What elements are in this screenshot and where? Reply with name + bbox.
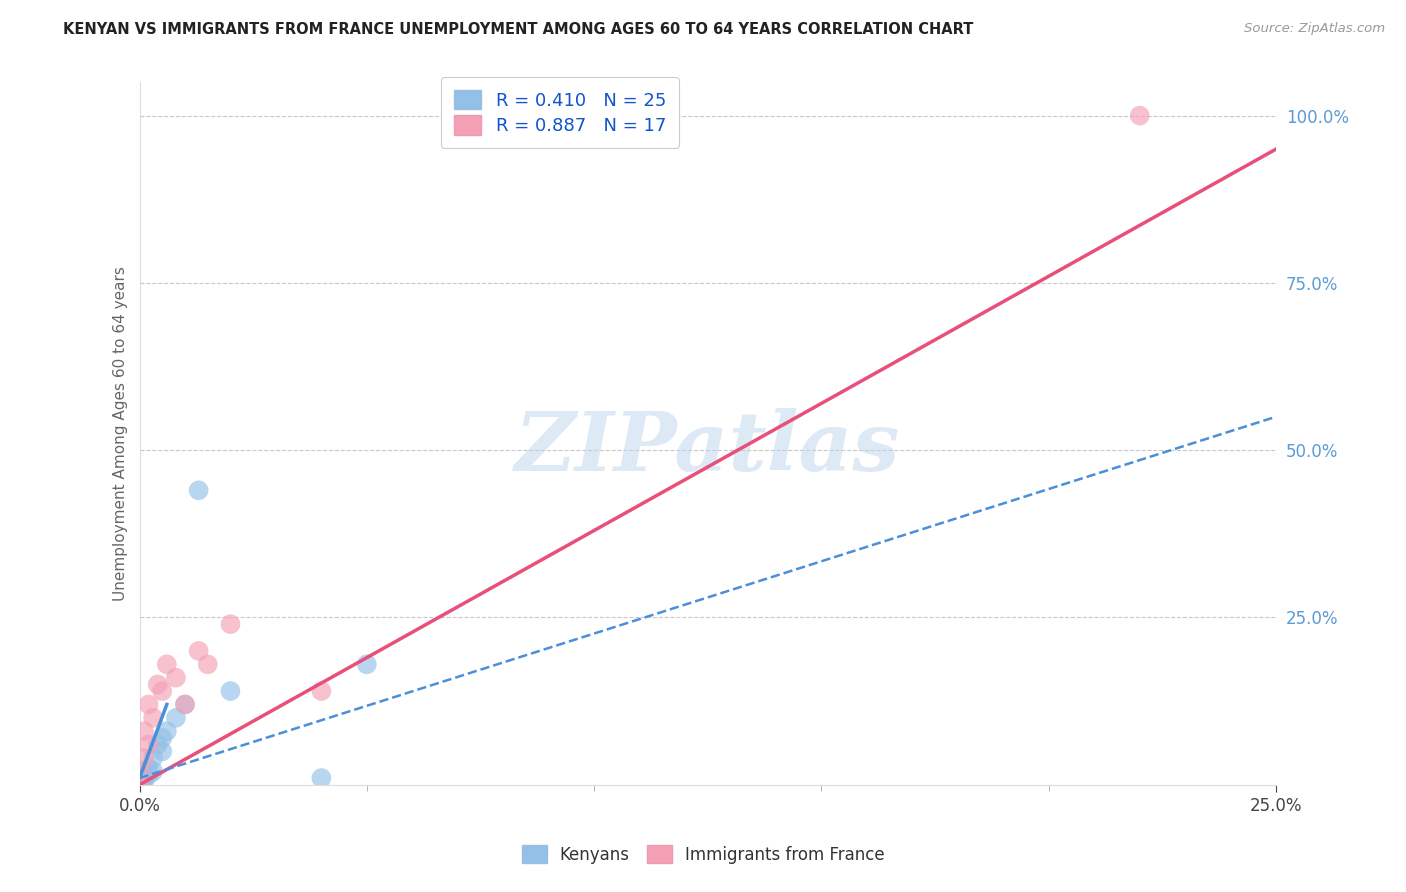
Point [174,698,197,712]
Point [128,778,150,792]
Point [132,771,155,785]
Point [138,768,160,782]
Text: Source: ZipAtlas.com: Source: ZipAtlas.com [1244,22,1385,36]
Point [165,711,187,725]
Point [311,684,333,698]
Point [150,731,173,745]
Point [132,751,155,765]
Point [146,738,169,752]
Point [187,644,209,658]
Point [219,617,242,632]
Point [146,677,169,691]
Point [132,774,155,789]
Point [128,776,150,790]
Point [311,771,333,785]
Point [128,778,150,792]
Legend: R = 0.410   N = 25, R = 0.887   N = 17: R = 0.410 N = 25, R = 0.887 N = 17 [441,77,679,147]
Point [156,724,179,739]
Point [150,684,173,698]
Point [156,657,179,672]
Point [356,657,378,672]
Point [128,777,150,791]
Point [138,761,160,775]
Point [219,684,242,698]
Point [128,778,150,792]
Point [132,764,155,779]
Point [142,764,165,779]
Point [128,771,150,785]
Text: KENYAN VS IMMIGRANTS FROM FRANCE UNEMPLOYMENT AMONG AGES 60 TO 64 YEARS CORRELAT: KENYAN VS IMMIGRANTS FROM FRANCE UNEMPLO… [63,22,973,37]
Point [142,751,165,765]
Point [128,774,150,789]
Point [132,724,155,739]
Point [128,764,150,779]
Text: ZIPatlas: ZIPatlas [515,408,901,488]
Y-axis label: Unemployment Among Ages 60 to 64 years: Unemployment Among Ages 60 to 64 years [114,266,128,601]
Point [1129,109,1152,123]
Point [128,778,150,792]
Point [138,698,160,712]
Point [174,698,197,712]
Point [142,711,165,725]
Legend: Kenyans, Immigrants from France: Kenyans, Immigrants from France [515,838,891,871]
Point [197,657,219,672]
Point [150,744,173,758]
Point [138,738,160,752]
Point [128,776,150,790]
Point [187,483,209,498]
Point [165,671,187,685]
